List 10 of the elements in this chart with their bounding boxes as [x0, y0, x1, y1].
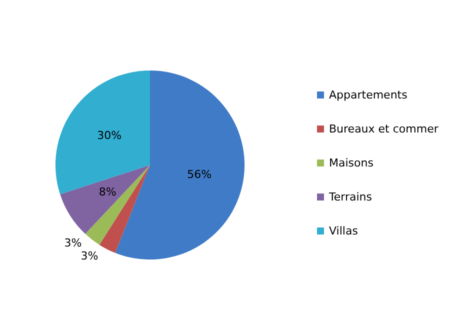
data-label: 56% [187, 168, 212, 181]
data-label: 3% [80, 249, 98, 262]
legend-label: Villas [329, 224, 358, 238]
legend-label: Appartements [329, 88, 408, 102]
data-label: 3% [64, 236, 82, 250]
legend-label: Terrains [328, 190, 372, 204]
legend-label: Maisons [329, 156, 374, 170]
data-label: 8% [98, 185, 116, 198]
legend-label: Bureaux et commer [329, 122, 439, 136]
data-label: 30% [97, 128, 122, 142]
